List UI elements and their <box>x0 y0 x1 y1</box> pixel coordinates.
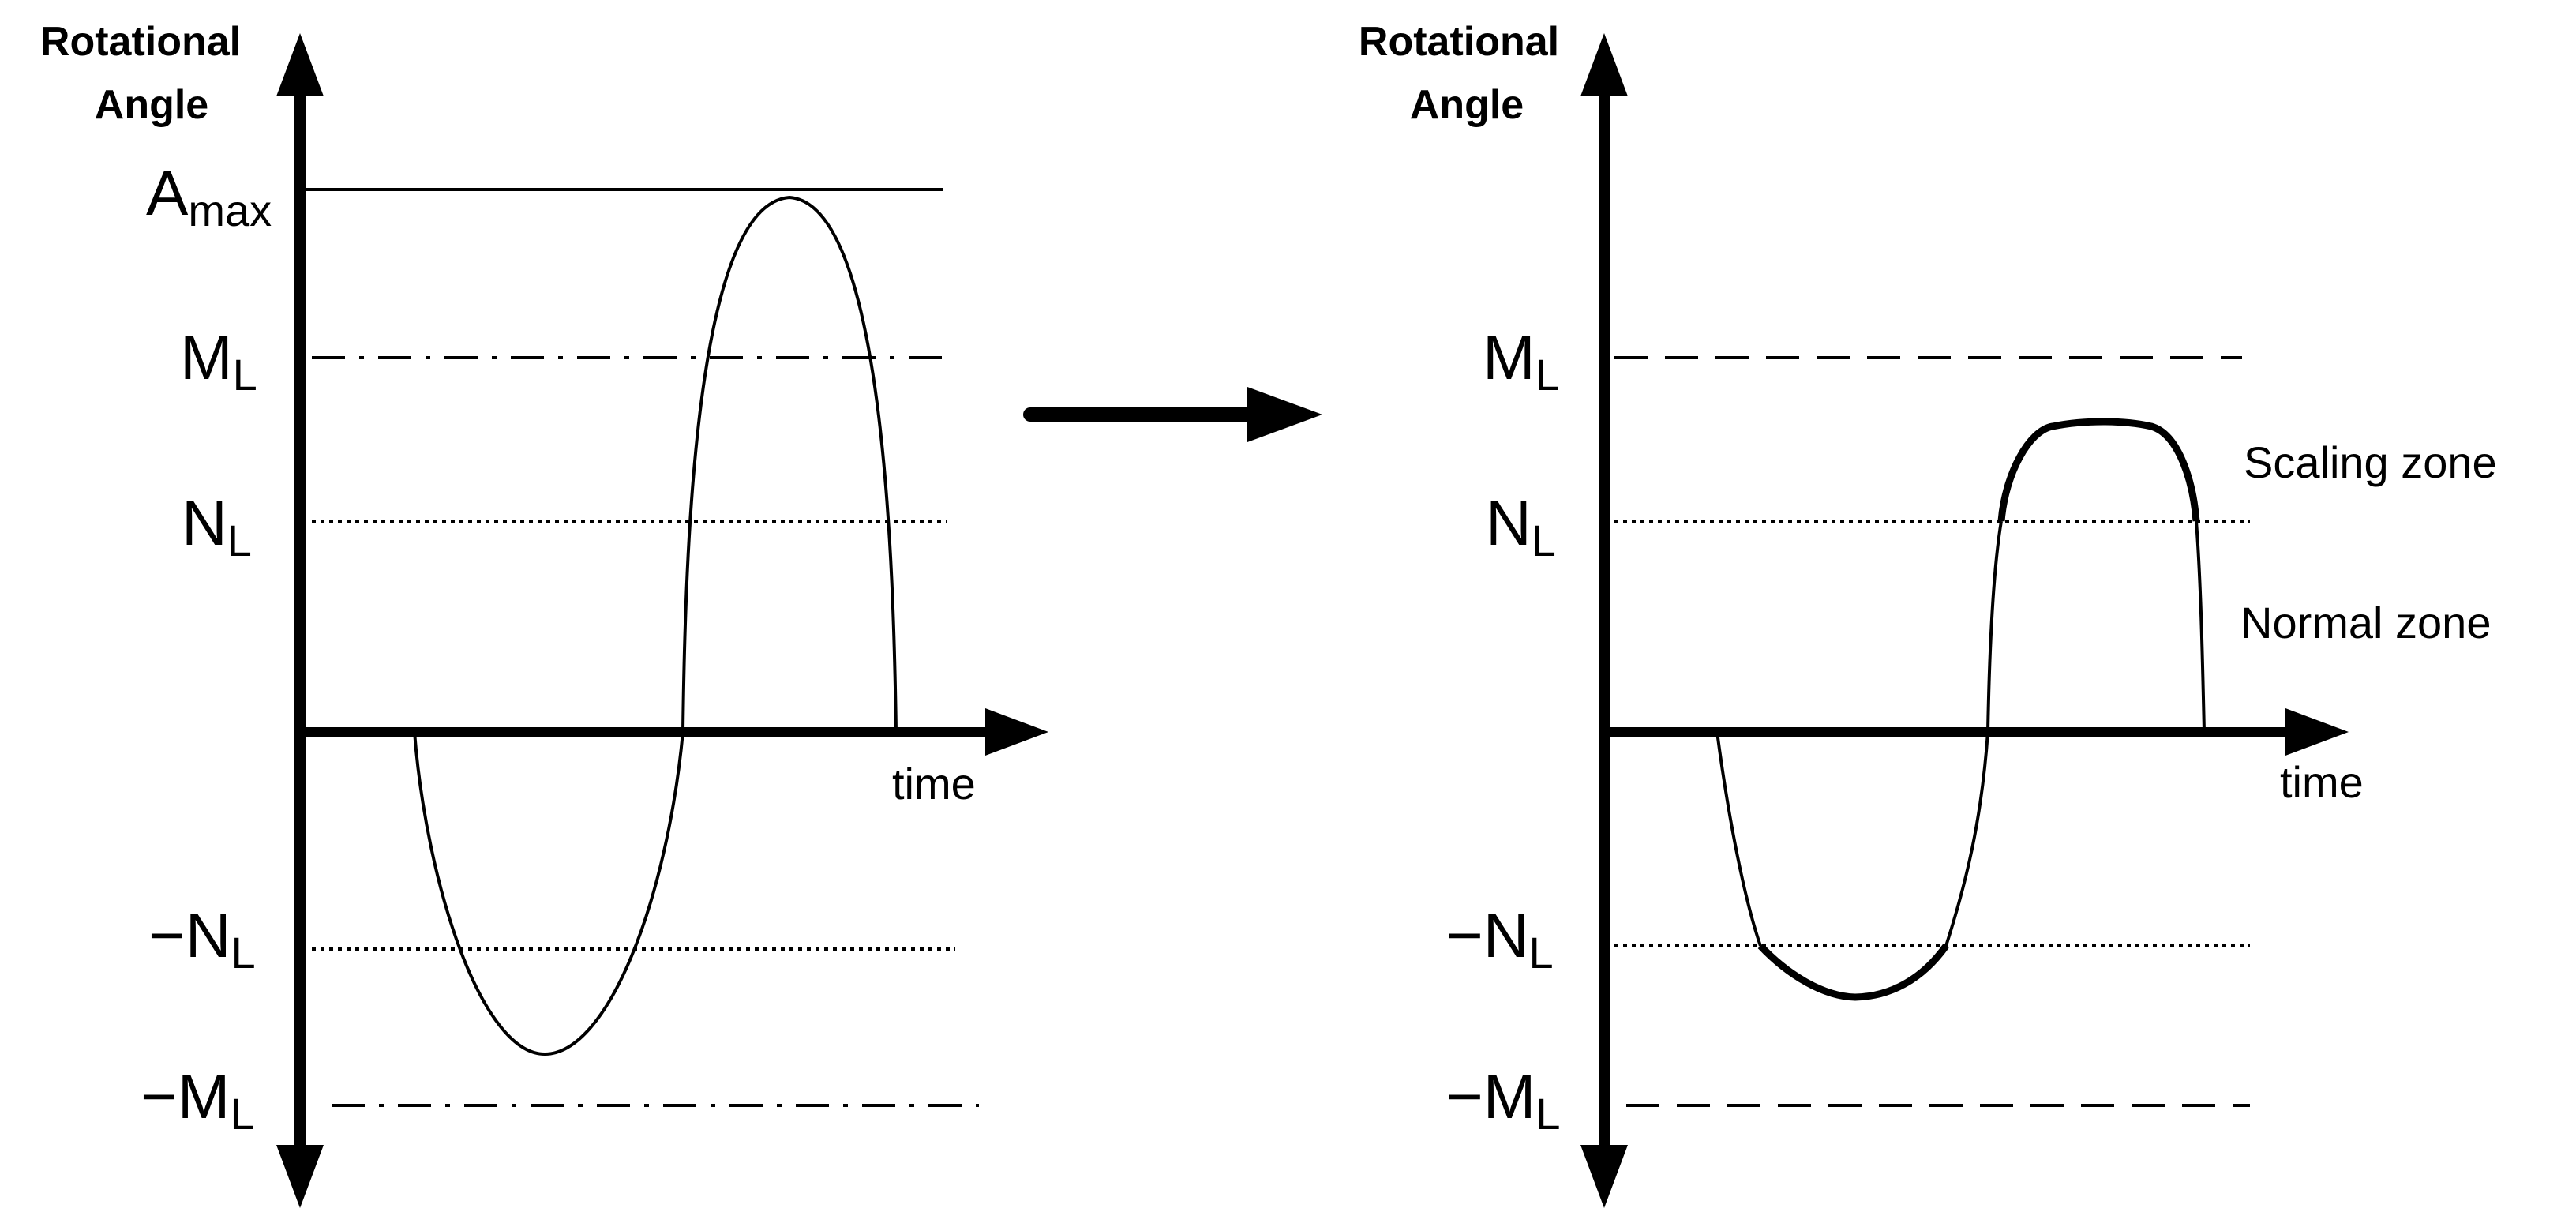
right-x-axis-label: time <box>2280 757 2364 807</box>
left-y-axis-up-arrow-icon <box>276 33 324 96</box>
right-neg-ml-label: −ML <box>1446 1061 1561 1139</box>
left-neg-ml-label: −ML <box>141 1061 255 1139</box>
right-x-axis-arrow-icon <box>2285 708 2349 756</box>
left-waveform <box>413 195 898 1056</box>
left-ml-label: ML <box>180 322 257 400</box>
right-waveform-normal-segment <box>1715 520 2206 947</box>
left-panel: Rotational Angle time Amax ML NL <box>40 19 1048 1208</box>
left-y-axis-title-line2: Angle <box>95 82 208 128</box>
left-y-axis-down-arrow-icon <box>276 1145 324 1208</box>
transform-arrow <box>1023 387 1322 442</box>
left-y-axis <box>276 33 324 1208</box>
left-y-axis-title-line1: Rotational <box>40 19 241 65</box>
right-y-axis-up-arrow-icon <box>1580 33 1628 96</box>
right-y-axis-title-line2: Angle <box>1410 82 1524 128</box>
right-neg-nl-label: −NL <box>1446 900 1554 977</box>
normal-zone-label: Normal zone <box>2240 598 2491 647</box>
scaling-zone-label: Scaling zone <box>2244 437 2497 487</box>
right-arrow-icon <box>1247 387 1322 442</box>
left-x-axis-label: time <box>892 759 976 809</box>
right-waveform-scaling-segment-negative <box>1757 943 1949 1001</box>
left-x-axis-arrow-icon <box>985 708 1048 756</box>
right-waveform-scaling-segment-positive <box>1997 418 2200 522</box>
right-y-axis <box>1580 33 1628 1208</box>
left-neg-nl-label: −NL <box>148 900 256 977</box>
right-x-axis <box>1604 708 2349 756</box>
right-y-axis-down-arrow-icon <box>1580 1145 1628 1208</box>
right-panel: Rotational Angle time ML NL −NL −M <box>1359 19 2497 1208</box>
left-nl-label: NL <box>182 488 252 565</box>
left-x-axis <box>300 708 1048 756</box>
right-y-axis-title-line1: Rotational <box>1359 19 1559 65</box>
left-amax-label: Amax <box>146 158 272 235</box>
right-nl-label: NL <box>1486 488 1556 565</box>
right-ml-label: ML <box>1483 322 1560 400</box>
